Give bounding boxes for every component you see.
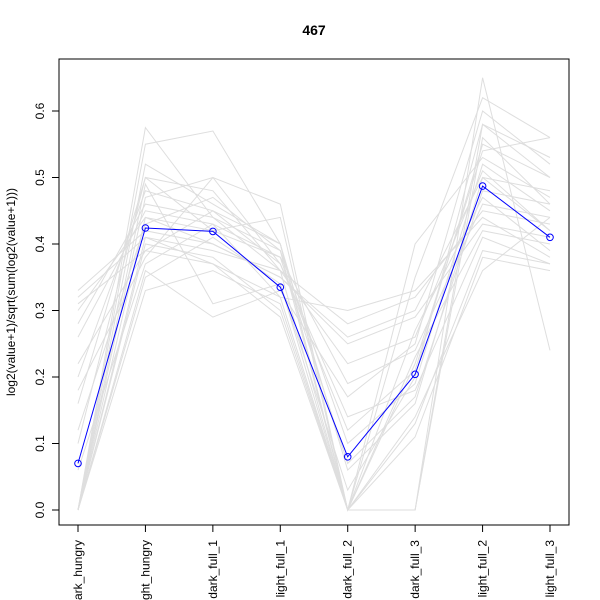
highlighted-point-dark_full_1	[209, 227, 217, 236]
background-series-line-22	[77, 123, 551, 511]
x-tick-label-dark_hungry: ark_hungry	[71, 540, 85, 600]
highlighted-series-line	[77, 185, 551, 464]
background-series-line-9	[77, 110, 551, 511]
highlighted-point-light_full_2	[478, 182, 487, 190]
x-tick-label-dark_full_1: dark_full_1	[206, 540, 220, 599]
y-tick-label-0: 0.0	[33, 501, 47, 518]
background-series-line-11	[77, 176, 551, 418]
background-series-line-23	[77, 223, 551, 512]
highlighted-point-light_full_1	[276, 283, 285, 292]
background-series-line-15	[77, 196, 551, 512]
highlighted-point-light_full_3	[546, 233, 554, 242]
x-tick-label-dark_full_3: dark_full_3	[408, 540, 422, 599]
x-tick-label-light_full_2: light_full_2	[476, 540, 490, 598]
background-series-line-19	[77, 256, 551, 511]
x-tick-label-light_full_3: light_full_3	[543, 540, 557, 598]
chart-title: 467	[302, 22, 326, 38]
y-tick-label-6: 0.6	[33, 102, 47, 119]
x-tick-label-dark_full_2: dark_full_2	[341, 540, 355, 599]
background-series-line-13	[77, 163, 551, 511]
y-tick-label-2: 0.2	[33, 368, 47, 385]
y-tick-label-1: 0.1	[33, 435, 47, 452]
y-axis: 0.0 0.1 0.2 0.3 0.4 0.5 0.6	[33, 102, 60, 518]
background-series-line-10	[77, 137, 551, 512]
highlighted-point-dark_hungry	[74, 459, 82, 468]
background-series-line-5	[77, 123, 551, 511]
background-series-group	[77, 77, 551, 512]
y-tick-label-3: 0.3	[33, 302, 47, 319]
y-tick-label-4: 0.4	[33, 235, 47, 252]
background-series-line-24	[77, 217, 551, 512]
highlighted-series-group	[74, 182, 554, 468]
y-axis-label: log2(value+1)/sqrt(sum(log2(value+1)))	[4, 188, 18, 396]
x-tick-label-light_hungry: ght_hungry	[138, 540, 152, 600]
background-series-line-21	[77, 216, 551, 345]
plot-frame	[58, 58, 570, 526]
background-series-line-16	[77, 169, 551, 365]
background-series-line-7	[77, 203, 551, 385]
background-series-line-8	[77, 136, 551, 511]
background-series-line-20	[77, 176, 551, 465]
y-tick-label-5: 0.5	[33, 169, 47, 186]
x-tick-label-light_full_1: light_full_1	[273, 540, 287, 598]
background-series-line-17	[77, 236, 551, 512]
x-axis: ark_hungry ght_hungry dark_full_1 light_ful…	[71, 524, 557, 600]
highlighted-point-dark_full_3	[411, 370, 419, 379]
highlighted-point-dark_full_2	[343, 453, 352, 461]
highlighted-point-light_hungry	[141, 224, 150, 232]
background-series-line-18	[77, 143, 551, 432]
